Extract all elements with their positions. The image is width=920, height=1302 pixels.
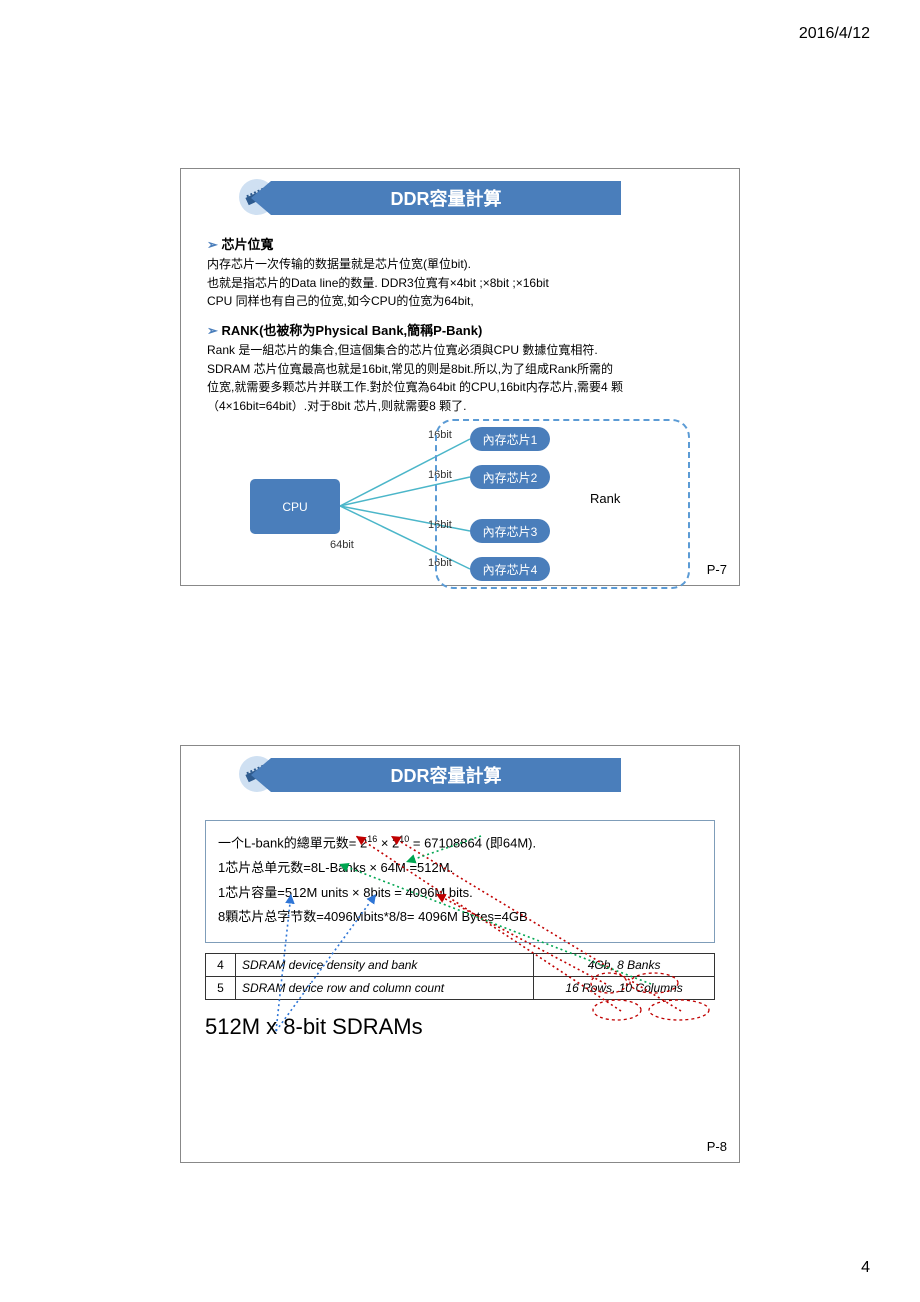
cell-idx: 5: [206, 977, 236, 1000]
slide2-banner: DDR容量計算: [181, 758, 739, 802]
l1-pre: 一个L-bank的總單元数= 2: [218, 835, 367, 850]
slide1-banner: DDR容量計算: [181, 181, 739, 225]
lbank-calc-box: 一个L-bank的總單元数= 216 × 210 = 67108864 (即64…: [205, 820, 715, 943]
mem-chip-2: 內存芯片2: [470, 465, 550, 489]
sdram-table: 4 SDRAM device density and bank 4Gb, 8 B…: [205, 953, 715, 1000]
cell-idx: 4: [206, 954, 236, 977]
rank-label: Rank: [590, 491, 620, 506]
lbank-line3: 1芯片容量=512M units × 8bits = 4096M bits.: [218, 881, 702, 906]
cell-desc: SDRAM device density and bank: [236, 954, 534, 977]
section2-line3: 位宽,就需要多颗芯片并联工作.對於位寬為64bit 的CPU,16bit内存芯片…: [207, 378, 713, 397]
slide1-content: 芯片位寬 内存芯片一次传输的数据量就是芯片位宽(單位bit). 也就是指芯片的D…: [181, 235, 739, 415]
cell-val: 4Gb, 8 Banks: [534, 954, 715, 977]
l1-post: = 67108864 (即64M).: [409, 835, 536, 850]
mem-chip-1: 內存芯片1: [470, 427, 550, 451]
cpu-node: CPU: [250, 479, 340, 534]
mem-chip-3: 內存芯片3: [470, 519, 550, 543]
table-row: 4 SDRAM device density and bank 4Gb, 8 B…: [206, 954, 715, 977]
slide1-title: DDR容量計算: [271, 181, 621, 215]
page-number: 4: [861, 1259, 870, 1277]
section2-line4: （4×16bit=64bit）.对于8bit 芯片,则就需要8 颗了.: [207, 397, 713, 416]
slide-7: DDR容量計算 芯片位寬 内存芯片一次传输的数据量就是芯片位宽(單位bit). …: [180, 168, 740, 586]
slide1-page-label: P-7: [707, 562, 727, 577]
section1-line1: 内存芯片一次传输的数据量就是芯片位宽(單位bit).: [207, 255, 713, 274]
l1-e1: 16: [367, 834, 377, 844]
page-date: 2016/4/12: [799, 25, 870, 43]
rank-diagram: CPU 64bit 16bit 16bit 16bit 16bit 內存芯片1 …: [210, 419, 710, 619]
cell-val: 16 Rows, 10 Columns: [534, 977, 715, 1000]
section1-heading: 芯片位寬: [207, 235, 713, 255]
slide2-page-label: P-8: [707, 1139, 727, 1154]
l1-e2: 10: [399, 834, 409, 844]
table-row: 5 SDRAM device row and column count 16 R…: [206, 977, 715, 1000]
cpu-bus-label: 64bit: [330, 539, 354, 551]
l1-mid: × 2: [377, 835, 399, 850]
mem-chip-4: 內存芯片4: [470, 557, 550, 581]
section2-heading: RANK(也被称为Physical Bank,簡稱P-Bank): [207, 321, 713, 341]
slide-8: DDR容量計算 一个L-bank的總單元数= 216 × 210 = 67108…: [180, 745, 740, 1163]
section2-line2: SDRAM 芯片位寬最高也就是16bit,常见的则是8bit.所以,为了组成Ra…: [207, 360, 713, 379]
cell-desc: SDRAM device row and column count: [236, 977, 534, 1000]
slide2-title: DDR容量計算: [271, 758, 621, 792]
lbank-line2: 1芯片总单元数=8L-Banks × 64M =512M.: [218, 856, 702, 881]
lbank-line1: 一个L-bank的總單元数= 216 × 210 = 67108864 (即64…: [218, 831, 702, 856]
section1-line2: 也就是指芯片的Data line的数量. DDR3位寬有×4bit ;×8bit…: [207, 274, 713, 293]
sdram-config-label: 512M x 8-bit SDRAMs: [205, 1014, 739, 1040]
section2-line1: Rank 是一組芯片的集合,但這個集合的芯片位寬必須與CPU 數據位寬相符.: [207, 341, 713, 360]
lbank-line4: 8顆芯片总字节数=4096Mbits*8/8= 4096M Bytes=4GB: [218, 905, 702, 930]
section1-line3: CPU 同样也有自己的位宽,如今CPU的位宽为64bit,: [207, 292, 713, 311]
